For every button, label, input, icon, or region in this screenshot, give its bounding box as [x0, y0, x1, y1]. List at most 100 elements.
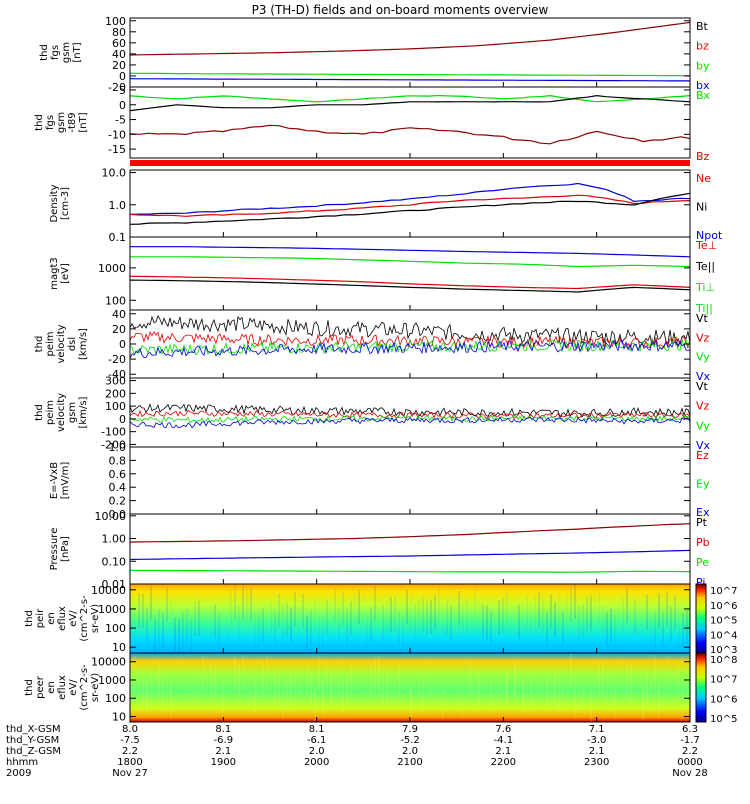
series-Ti||: [130, 256, 691, 268]
xgsm-value: 8.1: [309, 724, 325, 735]
ygsm-value: -6.9: [214, 735, 234, 746]
spectrogram-texture: [578, 606, 580, 641]
spectrogram-texture: [346, 609, 348, 645]
y-tick-label: 1000: [98, 262, 126, 275]
spectrogram-texture: [614, 684, 616, 719]
spectrogram-texture: [230, 590, 232, 625]
spectrogram-texture: [498, 678, 500, 713]
spectrogram-texture: [242, 585, 244, 621]
spectrogram-texture: [666, 655, 668, 690]
ygsm-value: -1.7: [680, 735, 700, 746]
spectrogram-texture: [354, 590, 356, 625]
spectrogram-texture: [462, 686, 464, 722]
spectrogram-texture: [586, 596, 588, 632]
spectrogram-texture: [302, 593, 304, 629]
spectrogram-texture: [134, 613, 136, 649]
spectrogram-texture: [410, 686, 412, 722]
spectrogram-texture: [338, 608, 340, 643]
spectrogram-texture: [326, 599, 328, 635]
spectrogram-texture: [262, 660, 264, 696]
spectrogram-texture: [626, 588, 628, 623]
y-tick-label: -40: [108, 368, 126, 381]
spectrogram-texture: [322, 614, 324, 650]
legend-entry: Vt: [696, 380, 709, 393]
spectrogram-texture: [658, 682, 660, 718]
hhmm-value: 2300: [584, 757, 609, 768]
spectrogram-texture: [390, 660, 392, 695]
spectrogram-texture: [146, 680, 148, 715]
axis-row-label: 2009: [6, 768, 31, 779]
y-axis-label: eV/: [68, 610, 79, 627]
series-Vy: [129, 338, 691, 356]
y-tick-label: 100: [105, 622, 126, 635]
spectrogram-texture: [522, 678, 524, 714]
spectrogram-texture: [538, 592, 540, 628]
spectrogram-texture: [162, 613, 164, 648]
zgsm-value: 2.2: [122, 746, 138, 757]
y-tick-label: -10: [108, 128, 126, 141]
spectrogram-texture: [470, 660, 472, 696]
y-tick-label: -20: [108, 81, 126, 94]
zgsm-value: 2.0: [309, 746, 325, 757]
y-tick-label: 0.1: [109, 231, 127, 244]
series-Vz: [129, 330, 691, 350]
panel-frame: [129, 446, 691, 515]
spectrogram-texture: [278, 593, 280, 629]
spectrogram-texture: [474, 684, 476, 719]
y-tick-label: 0: [119, 70, 126, 83]
spectrogram-texture: [194, 674, 196, 709]
y-axis-label: Pressure: [49, 528, 60, 571]
legend-entry: Te⊥: [695, 239, 717, 252]
panel-frame: [129, 513, 691, 585]
spectrogram-texture: [222, 679, 224, 715]
spectrogram-texture: [562, 681, 564, 717]
y-axis-label: (cm^2-s-: [79, 595, 90, 642]
spectrogram-texture: [362, 590, 364, 625]
y-axis-label: [km/s]: [78, 328, 89, 360]
spectrogram-texture: [454, 656, 456, 691]
y-tick-label: 0: [119, 413, 126, 426]
y-tick-label: 1000: [98, 674, 126, 687]
spectrogram-texture: [238, 664, 240, 699]
series-Bt: [129, 21, 691, 56]
colorbar-tick-label: 10^3: [710, 645, 737, 656]
spectrogram-texture: [542, 678, 544, 713]
spectrogram-texture: [366, 612, 368, 647]
spectrogram-texture: [378, 656, 380, 692]
spectrogram-texture: [590, 596, 592, 631]
spectrogram-texture: [342, 678, 344, 713]
panel-frame: [129, 86, 691, 159]
spectrogram-texture: [354, 660, 356, 695]
spectrogram-texture: [262, 608, 264, 643]
spectrogram-texture: [642, 685, 644, 721]
spectrogram-texture: [286, 678, 288, 714]
zgsm-value: 2.1: [215, 746, 231, 757]
spectrogram-texture: [330, 669, 332, 704]
spectrogram-texture: [166, 587, 168, 622]
spectrogram-texture: [206, 670, 208, 705]
spectrogram-texture: [538, 667, 540, 702]
spectrogram-texture: [574, 682, 576, 718]
spectrogram-texture: [190, 679, 192, 714]
colorbar-tick-label: 10^5: [710, 714, 737, 725]
spectrogram-texture: [490, 610, 492, 645]
y-tick-label: 10: [112, 711, 126, 724]
data-quality-bar: [130, 160, 690, 166]
spectrogram-texture: [534, 595, 536, 630]
spectrogram-texture: [498, 600, 500, 635]
spectrogram-texture: [402, 617, 404, 653]
spectrogram-texture: [306, 662, 308, 698]
spectrogram-texture: [238, 604, 240, 640]
colorbar-peir-spec: [695, 583, 707, 654]
spectrogram-texture: [594, 585, 596, 620]
spectrogram-texture: [618, 592, 620, 627]
y-tick-label: 100: [105, 692, 126, 705]
panel-efield: 1.00.80.60.40.20.0 E=-VxB [mV/m] Ez Ey Ex: [49, 441, 710, 521]
spectrogram-texture: [558, 594, 560, 629]
spectrogram-texture: [370, 607, 372, 642]
spectrogram-texture: [214, 604, 216, 639]
y-tick-label: -15: [108, 143, 126, 156]
spectrogram-texture: [386, 601, 388, 636]
spectrogram-texture: [406, 659, 408, 694]
